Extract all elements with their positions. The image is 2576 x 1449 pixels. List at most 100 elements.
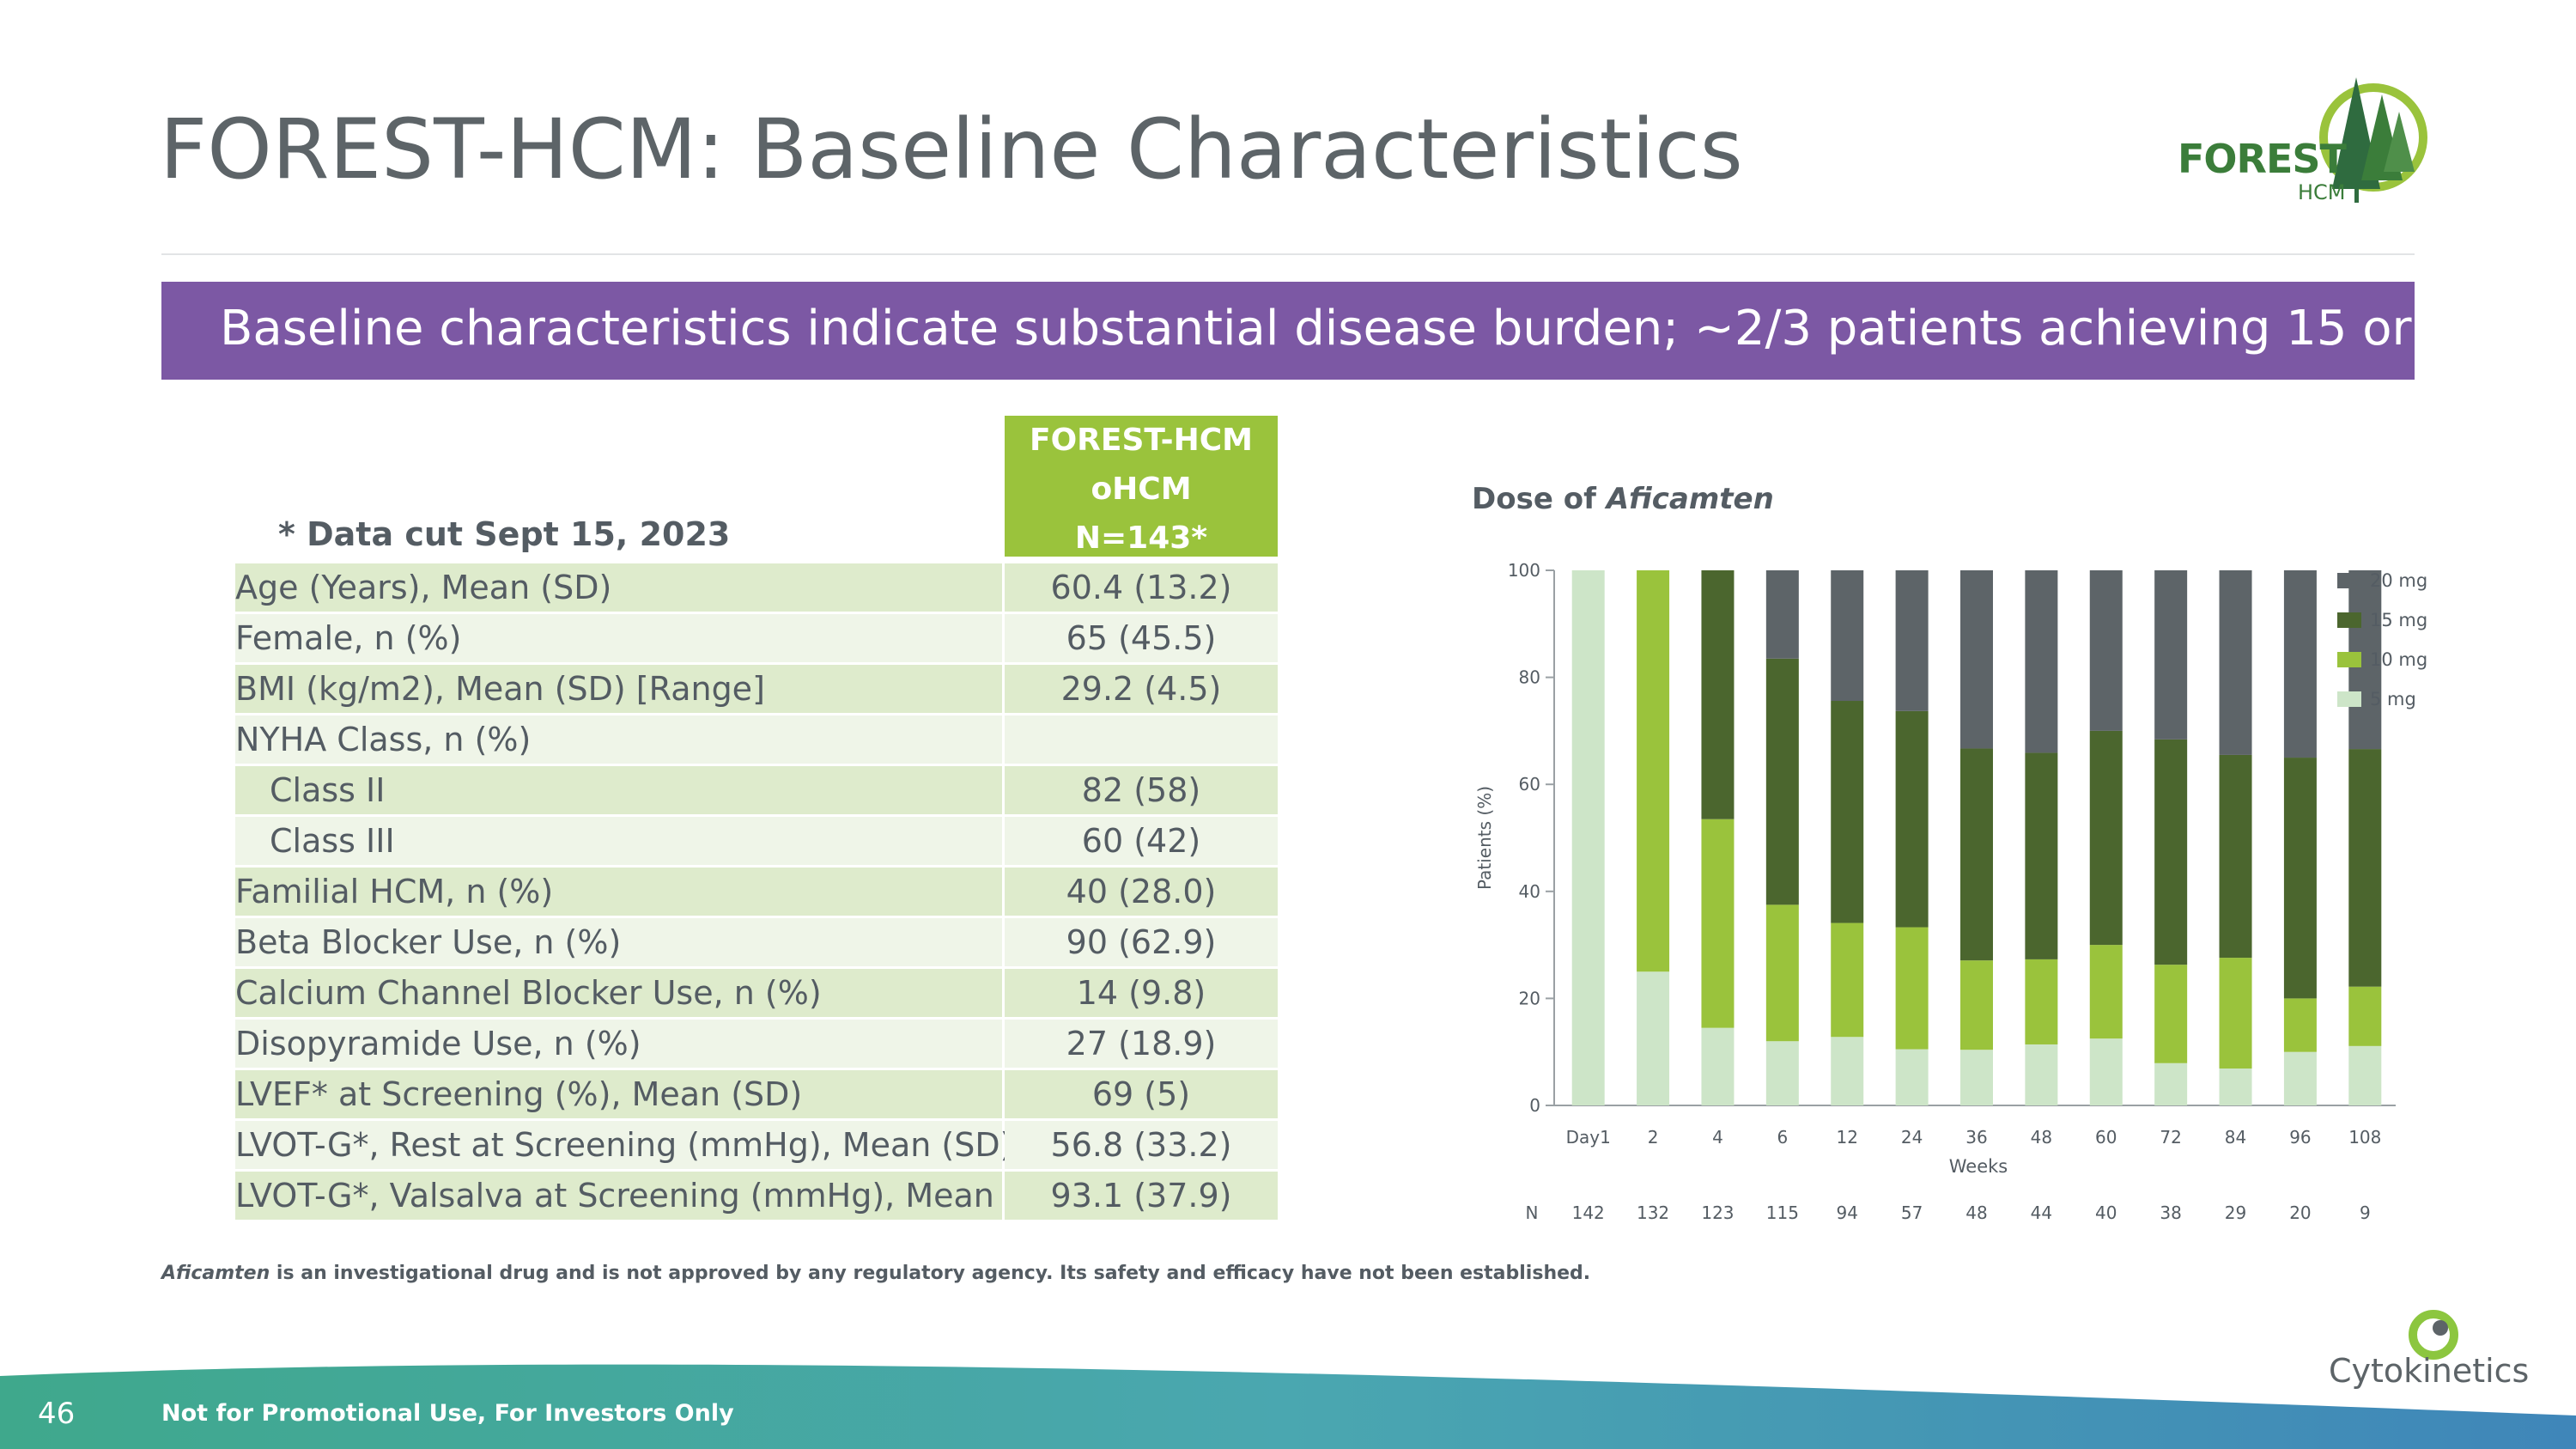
x-tick-label: 48 <box>2031 1127 2052 1148</box>
bar-segment <box>1895 710 1929 928</box>
row-label: Female, n (%) <box>235 614 1002 662</box>
bar-segment <box>1831 570 1864 702</box>
row-label: LVOT-G*, Rest at Screening (mmHg), Mean … <box>235 1121 1012 1169</box>
footer-band <box>0 1364 2576 1449</box>
n-value-label: 115 <box>1766 1202 1799 1223</box>
bar-segment <box>1701 570 1735 819</box>
chart-title: Dose of Aficamten <box>1472 482 1774 516</box>
y-tick-label: 60 <box>1519 774 1540 795</box>
row-label: Calcium Channel Blocker Use, n (%) <box>235 969 1002 1017</box>
bar-segment <box>2348 749 2382 987</box>
row-label: LVOT-G*, Valsalva at Screening (mmHg), M… <box>235 1172 1076 1220</box>
n-value-label: 44 <box>2031 1202 2052 1223</box>
x-tick-label: 12 <box>1837 1127 1858 1148</box>
x-tick-label: 2 <box>1648 1127 1659 1148</box>
row-label: Familial HCM, n (%) <box>235 868 1002 916</box>
legend-swatch <box>2337 573 2361 588</box>
bar-segment <box>1765 904 1799 1042</box>
row-value <box>1005 715 1278 764</box>
row-value: 14 (9.8) <box>1005 969 1278 1017</box>
footnote-text: is an investigational drug and is not ap… <box>270 1263 1591 1284</box>
baseline-table: Age (Years), Mean (SD) 60.4 (13.2) Female… <box>235 563 1278 1222</box>
n-value-label: 132 <box>1637 1202 1669 1223</box>
logo-word: FOREST <box>2178 136 2347 182</box>
bar-segment <box>1765 1041 1799 1105</box>
bar-segment <box>1701 819 1735 1028</box>
bar-segment <box>1831 1037 1864 1105</box>
legend-label: 20 mg <box>2370 570 2427 591</box>
bar-segment <box>2219 570 2252 755</box>
bar-segment <box>1960 570 1993 749</box>
bar-segment <box>2219 958 2252 1069</box>
legend-swatch <box>2337 652 2361 667</box>
bar-segment <box>2025 570 2058 753</box>
column-header-line: N=143* <box>1074 521 1208 556</box>
table-row: BMI (kg/m2), Mean (SD) [Range] 29.2 (4.5) <box>235 665 1278 715</box>
bar-segment <box>2089 570 2123 731</box>
x-tick-label: 84 <box>2225 1127 2246 1148</box>
bar-segment <box>2219 754 2252 959</box>
legend-label: 10 mg <box>2370 649 2427 670</box>
legend-label: 15 mg <box>2370 610 2427 630</box>
footnote: Aficamten is an investigational drug and… <box>161 1263 1590 1284</box>
bar-segment <box>2154 570 2188 740</box>
legend-label: 5 mg <box>2370 689 2416 709</box>
table-row: Familial HCM, n (%) 40 (28.0) <box>235 868 1278 918</box>
n-row-label: N <box>1526 1202 1539 1223</box>
bar-segment <box>1831 922 1864 1038</box>
bar-segment <box>2154 1062 2188 1105</box>
table-column-header: FOREST-HCM oHCM N=143* <box>1005 416 1278 557</box>
table-row: Female, n (%) 65 (45.5) <box>235 614 1278 665</box>
y-tick-label: 40 <box>1519 881 1540 902</box>
footer-disclaimer: Not for Promotional Use, For Investors O… <box>161 1400 734 1427</box>
bar-segment <box>1895 1049 1929 1105</box>
bar-segment <box>1571 570 1605 1105</box>
data-cut-note: * Data cut Sept 15, 2023 <box>278 515 731 553</box>
bar-segment <box>1765 658 1799 905</box>
y-tick-label: 100 <box>1508 560 1540 581</box>
x-axis-label: Weeks <box>1949 1156 2008 1177</box>
row-label: Disopyramide Use, n (%) <box>235 1020 1002 1068</box>
x-tick-label: 96 <box>2289 1127 2311 1148</box>
x-tick-label: 36 <box>1965 1127 1987 1148</box>
bar-segment <box>1960 748 1993 961</box>
n-value-label: 48 <box>1965 1202 1987 1223</box>
row-value: 69 (5) <box>1005 1070 1278 1118</box>
bar-segment <box>2089 730 2123 946</box>
n-value-label: 40 <box>2095 1202 2117 1223</box>
banner-text: Baseline characteristics indicate substa… <box>220 301 2576 356</box>
n-value-label: 29 <box>2225 1202 2246 1223</box>
x-tick-label: 24 <box>1901 1127 1923 1148</box>
legend-swatch <box>2337 612 2361 628</box>
row-value: 90 (62.9) <box>1005 918 1278 966</box>
table-row: LVOT-G*, Valsalva at Screening (mmHg), M… <box>235 1172 1278 1222</box>
row-value: 93.1 (37.9) <box>1005 1172 1278 1220</box>
y-tick-label: 0 <box>1529 1095 1540 1116</box>
bar-segment <box>1765 570 1799 659</box>
bar-segment <box>1637 971 1670 1105</box>
x-tick-label: 6 <box>1777 1127 1788 1148</box>
row-label: Beta Blocker Use, n (%) <box>235 918 1002 966</box>
x-tick-label: 108 <box>2348 1127 2381 1148</box>
row-value: 29.2 (4.5) <box>1005 665 1278 713</box>
bar-segment <box>1831 701 1864 923</box>
n-value-label: 123 <box>1701 1202 1734 1223</box>
slide-title: FOREST-HCM: Baseline Characteristics <box>160 101 1743 198</box>
row-label: LVEF* at Screening (%), Mean (SD) <box>235 1070 1002 1118</box>
bar-segment <box>1895 927 1929 1050</box>
bar-segment <box>1960 960 1993 1050</box>
row-label: NYHA Class, n (%) <box>235 715 1002 764</box>
row-value: 60.4 (13.2) <box>1005 563 1278 612</box>
table-row: Age (Years), Mean (SD) 60.4 (13.2) <box>235 563 1278 614</box>
y-tick-label: 80 <box>1519 667 1540 688</box>
bar-segment <box>2089 945 2123 1039</box>
n-value-label: 20 <box>2289 1202 2311 1223</box>
bar-segment <box>1895 570 1929 711</box>
bar-segment <box>2025 752 2058 959</box>
bar-segment <box>1701 1027 1735 1105</box>
cytokinetics-logo: Cytokinetics <box>2325 1306 2549 1400</box>
row-value: 27 (18.9) <box>1005 1020 1278 1068</box>
logo-sub: HCM <box>2298 180 2346 204</box>
table-row: NYHA Class, n (%) <box>235 715 1278 766</box>
chart-title-prefix: Dose of <box>1472 482 1607 516</box>
